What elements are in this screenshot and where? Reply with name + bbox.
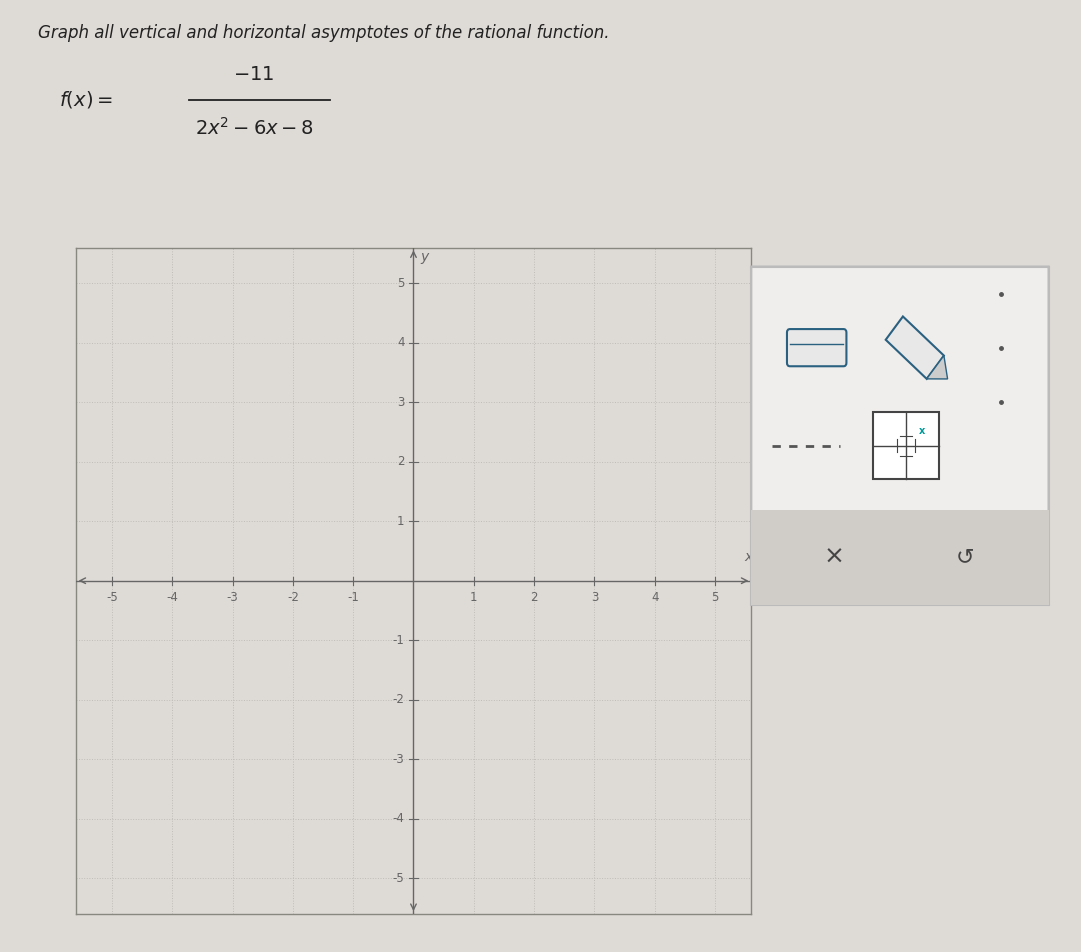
Text: 1: 1 — [470, 591, 478, 605]
Text: ↺: ↺ — [956, 547, 975, 567]
FancyBboxPatch shape — [751, 267, 1049, 605]
Text: 5: 5 — [711, 591, 719, 605]
Text: -2: -2 — [286, 591, 298, 605]
Text: 4: 4 — [397, 336, 404, 349]
Text: y: y — [421, 250, 428, 265]
Text: -1: -1 — [347, 591, 359, 605]
Text: -3: -3 — [227, 591, 239, 605]
Text: x: x — [919, 426, 925, 436]
Text: 2: 2 — [531, 591, 538, 605]
FancyBboxPatch shape — [873, 412, 938, 480]
Text: 5: 5 — [397, 277, 404, 289]
Text: -5: -5 — [392, 872, 404, 884]
Text: x: x — [744, 550, 752, 564]
FancyBboxPatch shape — [787, 329, 846, 367]
Text: 2: 2 — [397, 455, 404, 468]
Text: -5: -5 — [106, 591, 118, 605]
Text: Graph all vertical and horizontal asymptotes of the rational function.: Graph all vertical and horizontal asympt… — [38, 24, 610, 42]
Text: $-11$: $-11$ — [233, 66, 275, 84]
Text: -1: -1 — [392, 634, 404, 646]
FancyBboxPatch shape — [751, 510, 1049, 605]
Text: 3: 3 — [397, 396, 404, 408]
Text: -4: -4 — [166, 591, 178, 605]
Text: $f(x) =$: $f(x) =$ — [59, 89, 114, 110]
Text: $2x^2-6x-8$: $2x^2-6x-8$ — [195, 117, 313, 139]
Text: ×: × — [824, 545, 845, 569]
Polygon shape — [926, 355, 948, 379]
Text: 1: 1 — [397, 515, 404, 527]
Text: -4: -4 — [392, 812, 404, 825]
Text: 3: 3 — [590, 591, 598, 605]
Text: -2: -2 — [392, 693, 404, 706]
Text: 4: 4 — [651, 591, 658, 605]
Text: -3: -3 — [392, 753, 404, 765]
Polygon shape — [885, 316, 944, 379]
